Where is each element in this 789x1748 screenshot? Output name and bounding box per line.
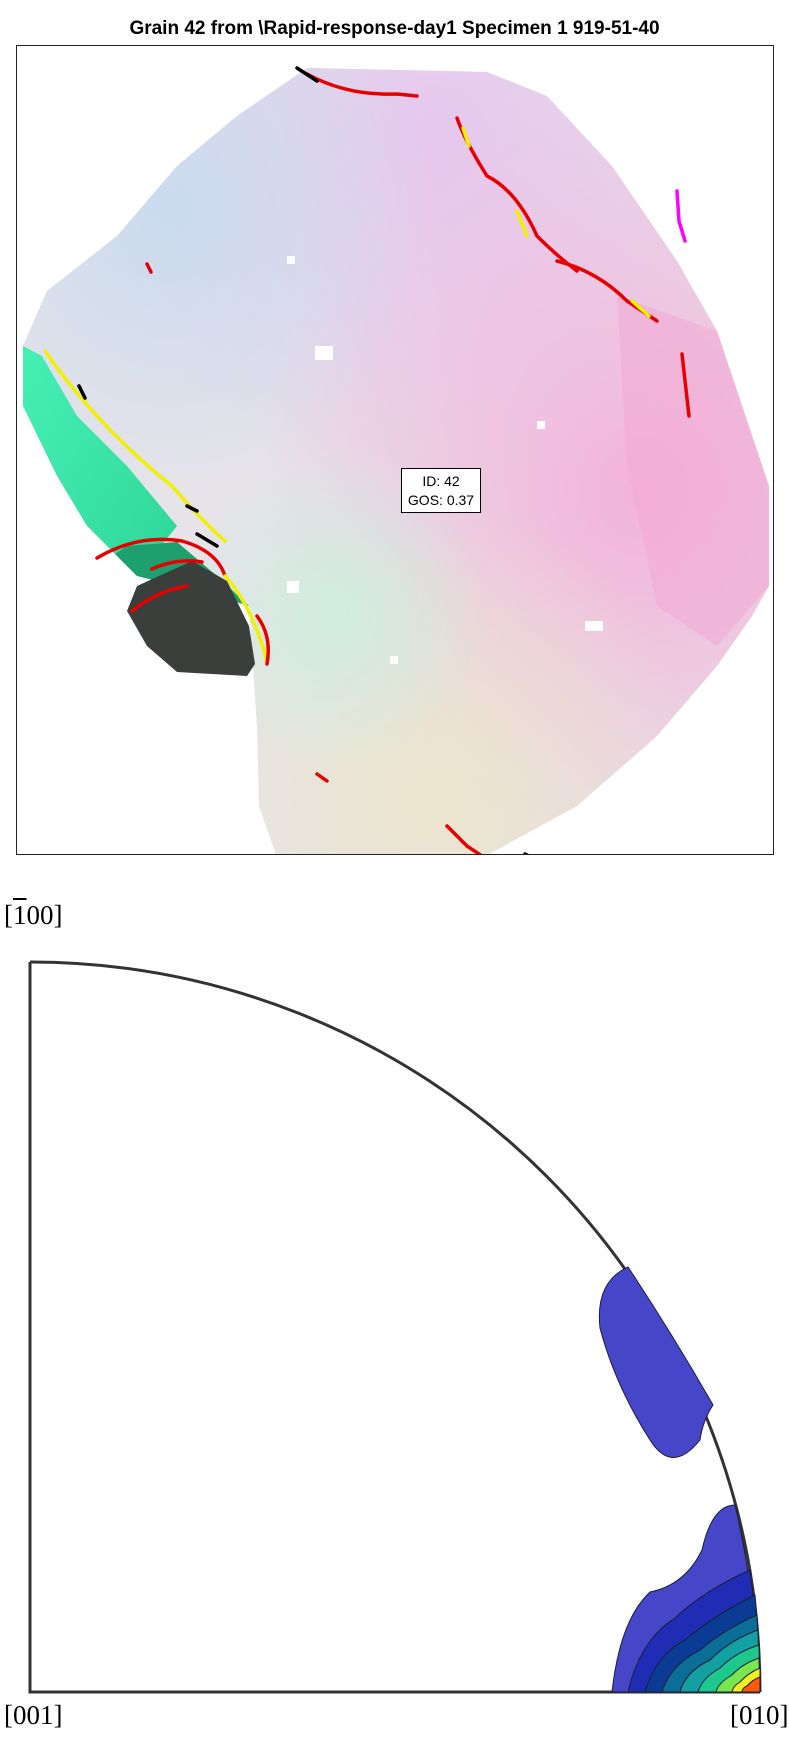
grain-gos-text: GOS: 0.37 [407,492,475,508]
grain-id-text: ID: 42 [422,473,460,489]
mint-subgrain [23,346,177,576]
pole-figure-axes [28,962,760,1694]
pole-figure-arc [29,960,762,1693]
contour-corner-levels [611,1504,761,1693]
pole-label-bottom-right: [010] [730,1700,789,1730]
grain-id-label: ID: 42 GOS: 0.37 [401,468,481,513]
contour-upper-blob [598,1266,714,1458]
grain-map-svg [23,66,769,854]
figure-title: Grain 42 from \Rapid-response-day1 Speci… [129,18,660,39]
pole-label-bottom-left: [001] [4,1700,63,1730]
unindexed-points [287,256,603,664]
pole-label-top: [100] [4,900,63,930]
dark-grain [127,561,255,676]
grain-orientation-map: ID: 42 GOS: 0.37 [16,45,774,855]
grain-boundaries [43,66,691,854]
